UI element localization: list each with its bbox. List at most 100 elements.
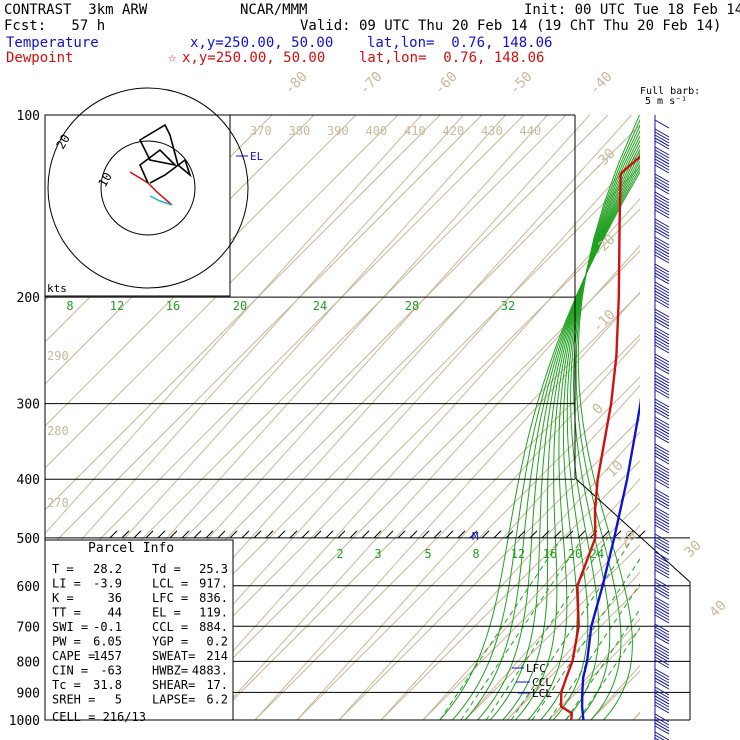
wind-barb [654, 275, 670, 285]
wind-barb [654, 239, 670, 249]
wind-barb [654, 716, 670, 726]
theta-label: 390 [327, 124, 349, 138]
hatch-mark [505, 530, 514, 539]
wind-barb [654, 578, 670, 588]
wind-barb [654, 551, 670, 561]
wind-barb [654, 329, 670, 339]
level-label: CCL [532, 676, 552, 689]
hatch-mark [169, 530, 178, 539]
parcel-info-cell: -3.9 [93, 577, 122, 591]
wind-barb [654, 515, 670, 525]
dry-adiabat-line [170, 250, 640, 720]
wind-barb [654, 737, 660, 740]
wind-barb [654, 206, 670, 216]
pressure-tick-label: 700 [17, 620, 40, 635]
parcel-info-cell: 5 [115, 693, 122, 707]
wind-barb [654, 374, 670, 384]
parcel-info-cell: 25.3 [199, 562, 228, 576]
isotherm-label: 40 [707, 598, 730, 621]
valid-time: Valid: 09 UTC Thu 20 Feb 14 (19 ChT Thu … [300, 18, 722, 34]
wind-barb [654, 134, 670, 144]
parcel-info-cell: SWEAT= [152, 649, 195, 663]
wind-barb [654, 491, 670, 501]
wind-barb [654, 479, 670, 489]
wind-barb [654, 383, 670, 393]
moist-adiabat-curve [464, 163, 640, 720]
parcel-info-cell: LI = [52, 577, 81, 591]
wind-barb [654, 461, 670, 471]
wind-barb [654, 500, 670, 510]
wind-barb [654, 140, 670, 150]
hodograph-ring [100, 140, 196, 236]
wind-barb [654, 230, 670, 240]
wind-barb [654, 269, 670, 279]
mixing-ratio-label: 3 [374, 547, 381, 561]
wind-barb [654, 314, 670, 324]
hatch-mark [157, 530, 166, 539]
hatch-mark [493, 530, 502, 539]
isotherm-line [45, 115, 464, 581]
hatch-mark [553, 530, 562, 539]
dry-adiabat-line [45, 115, 273, 343]
hatch-mark [181, 530, 190, 539]
hatch-mark [385, 530, 394, 539]
hatch-mark [481, 530, 490, 539]
dry-adiabat-line [212, 292, 640, 720]
forecast-hour: Fcst: 57 h [4, 18, 106, 34]
wind-barb [654, 614, 670, 624]
wind-barb [654, 365, 670, 375]
dewpoint-profile [559, 155, 640, 720]
wind-barb [654, 173, 670, 183]
isotherm-label: -50 [507, 69, 536, 98]
hatch-mark [541, 530, 550, 539]
hatch-mark [361, 530, 370, 539]
moist-adiabat-curve [577, 115, 640, 720]
isotherm-line [338, 384, 640, 720]
isotherm-label: -10 [590, 307, 619, 336]
wind-barb [654, 452, 670, 462]
mixing-ratio-line [577, 627, 640, 720]
wind-barb [654, 698, 670, 708]
wind-barb [654, 353, 670, 363]
wind-barb [654, 146, 670, 156]
hatch-mark [397, 530, 406, 539]
mixing-ratio-line [531, 558, 640, 720]
hatch-mark [145, 530, 154, 539]
hatch-mark [601, 530, 610, 539]
hatch-mark [241, 530, 250, 539]
wind-barb [654, 512, 670, 522]
hatch-mark [445, 530, 454, 539]
dry-adiabat-line [506, 586, 640, 720]
wind-barb [654, 656, 670, 666]
mixing-ratio-line [548, 583, 640, 720]
parcel-info-cell: 119. [199, 606, 228, 620]
dry-adiabat-line [632, 712, 640, 720]
wind-barb [654, 722, 670, 732]
mixing-ratio-line [460, 537, 584, 720]
isotherm-label: -80 [282, 69, 311, 98]
hodograph-ring-label: 10 [95, 170, 114, 190]
wind-barb [654, 734, 665, 740]
parcel-info-cell: -0.1 [93, 620, 122, 634]
wind-barb [654, 341, 670, 351]
wind-barb [654, 197, 670, 207]
isotherm-label: 30 [682, 538, 705, 561]
wind-barb [654, 434, 670, 444]
dry-adiabat-line [296, 376, 640, 720]
theta-label: 420 [443, 124, 465, 138]
temperature-location: x,y=250.00, 50.00 lat,lon= 0.76, 148.06 [190, 35, 553, 51]
moist-adiabat-curve [477, 160, 640, 720]
mixing-ratio-line [510, 537, 634, 720]
parcel-info-title: Parcel Info [88, 541, 174, 556]
wind-barb [654, 344, 670, 354]
wind-barb [654, 182, 670, 192]
hatch-mark [109, 530, 118, 539]
wind-barb [654, 131, 670, 141]
hatch-mark [265, 530, 274, 539]
hatch-mark [457, 530, 466, 539]
wind-barb [654, 545, 670, 555]
isotherm-label: -40 [587, 69, 616, 98]
hatch-mark [373, 530, 382, 539]
theta-left-label: 280 [47, 424, 69, 438]
wind-barb [654, 449, 670, 459]
